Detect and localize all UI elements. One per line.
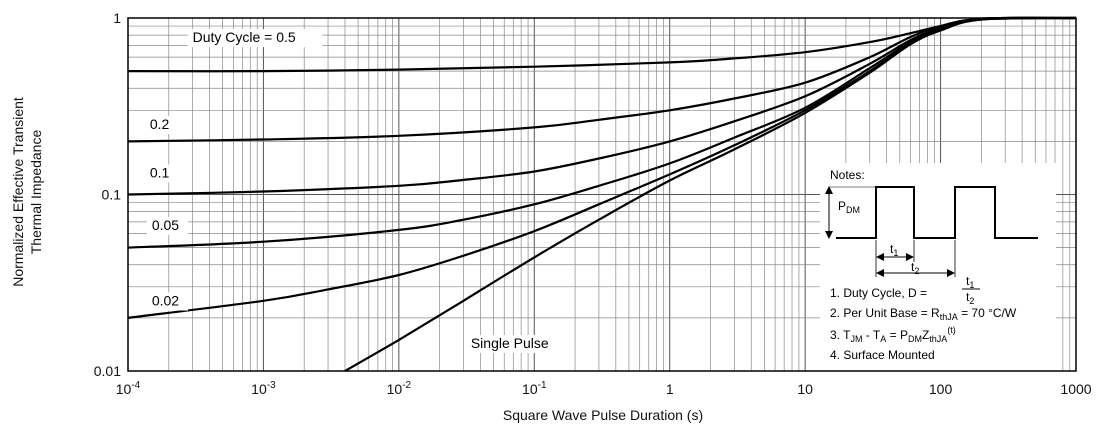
notes-panel: Notes: PDM t1 t2 1. Duty Cycle, D = t1 t: [820, 163, 1056, 371]
t1-label: t1: [890, 242, 898, 258]
pdm-arrow-down-icon: [825, 231, 833, 239]
x-tick-label: 10-1: [522, 380, 547, 397]
x-tick-label: 1000: [1060, 381, 1091, 397]
t1-arrow-left-icon: [876, 253, 884, 261]
note-3: 3. TJM - TA = PDMZthJA(t): [830, 325, 956, 344]
series-label-bg-0-2: [144, 116, 179, 135]
series-label-bg-duty-cycle-0-5: [187, 29, 323, 48]
pdm-label: PDM: [838, 199, 860, 215]
note-1-numerator: t1: [966, 274, 974, 290]
notes-background: [820, 163, 1056, 371]
y-tick-label: 1: [113, 10, 121, 26]
pulse-waveform: [836, 186, 1038, 239]
y-axis-title-line1: Normalized Effective Transient: [10, 97, 26, 287]
grid-lines: [127, 18, 1076, 372]
x-tick-label: 100: [929, 381, 953, 397]
t2-label: t2: [911, 260, 919, 276]
note-1: 1. Duty Cycle, D =: [830, 286, 927, 300]
note-2: 2. Per Unit Base = RthJA = 70 °C/W: [830, 306, 1017, 322]
y-tick-label: 0.1: [102, 187, 122, 203]
x-tick-label: 10-2: [387, 380, 412, 397]
series-line-single-pulse: [344, 16, 1077, 372]
t2-arrow-right-icon: [947, 269, 955, 277]
series-label-0-02: 0.02: [152, 293, 179, 309]
t1-arrow-right-icon: [906, 253, 914, 261]
curve-labels: Duty Cycle = 0.5 0.2 0.1 0.05 0.02 Single Pul…: [144, 29, 570, 353]
plot-frame: [127, 17, 1077, 372]
note-1-denominator: t2: [966, 290, 974, 306]
series-line-0-2: [127, 16, 1077, 143]
series-label-0-05: 0.05: [152, 217, 179, 233]
series-label-0-1: 0.1: [150, 164, 170, 180]
y-tick-label: 0.01: [94, 363, 121, 379]
series-label-bg-0-05: [146, 216, 189, 235]
tick-labels: 10-4 10-3 10-2 10-1 1 10 100 1000 1 0.1 0.01: [94, 10, 1092, 397]
x-axis-title: Square Wave Pulse Duration (s): [503, 407, 703, 423]
series-label-single-pulse: Single Pulse: [471, 335, 549, 351]
x-tick-label: 1: [666, 381, 674, 397]
series-label-0-2: 0.2: [150, 116, 170, 132]
series-label-bg-0-02: [146, 292, 189, 311]
series-label-bg-0-1: [144, 164, 179, 183]
x-tick-label: 10-3: [251, 380, 276, 397]
series-label-duty-cycle-0-5: Duty Cycle = 0.5: [193, 29, 296, 45]
t2-arrow-left-icon: [876, 269, 884, 277]
notes-heading: Notes:: [830, 168, 865, 182]
series-label-bg-single-pulse: [465, 334, 570, 353]
curves: [127, 16, 1077, 372]
x-tick-label: 10: [797, 381, 813, 397]
note-4: 4. Surface Mounted: [830, 348, 935, 362]
y-axis-title-line2: Thermal Impedance: [28, 130, 44, 255]
x-tick-label: 10-4: [116, 380, 141, 397]
pdm-arrow-up-icon: [825, 186, 833, 194]
